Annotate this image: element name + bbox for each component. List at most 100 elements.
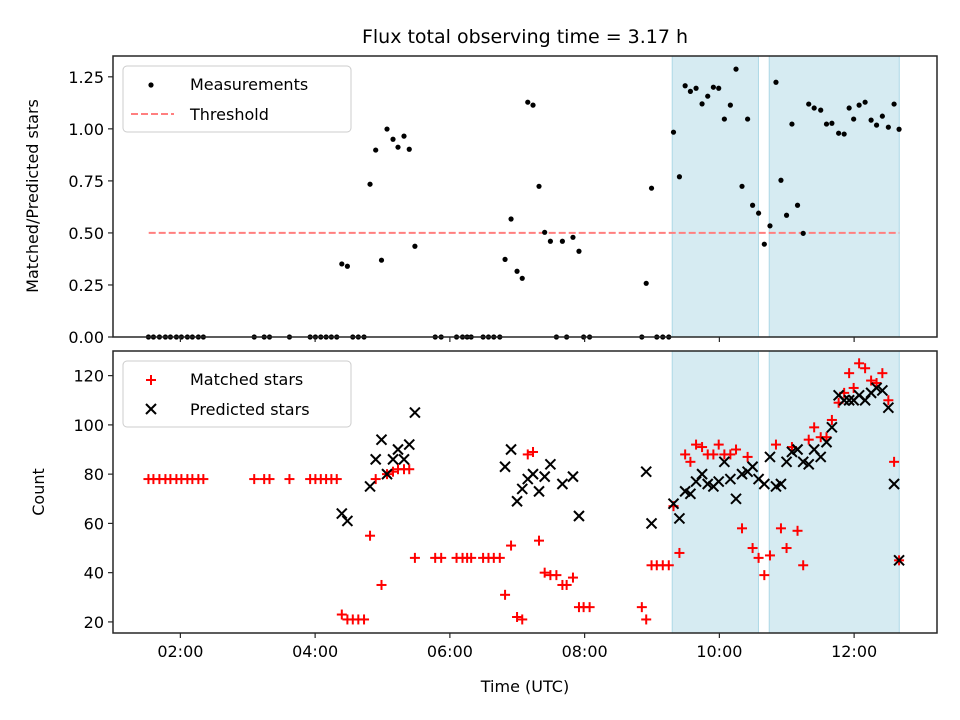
matched-star-point xyxy=(798,560,809,571)
matched-star-point xyxy=(691,439,702,450)
y-tick-label: 0.50 xyxy=(68,224,104,243)
measurement-point xyxy=(367,181,373,187)
measurement-point xyxy=(687,88,694,94)
measurement-point xyxy=(390,136,396,142)
measurement-point xyxy=(339,261,345,267)
y-tick-label: 100 xyxy=(73,416,104,435)
matched-star-point xyxy=(249,474,260,485)
predicted-star-point xyxy=(516,483,528,495)
matched-star-point xyxy=(512,611,523,622)
measurement-point xyxy=(508,216,514,222)
x-b xyxy=(702,478,714,490)
x-tick-label: 12:00 xyxy=(831,642,877,661)
x-tick-label: 08:00 xyxy=(562,642,608,661)
predicted-star-point xyxy=(775,478,787,490)
predicted-star-point xyxy=(718,456,731,468)
legend-plus-icon xyxy=(146,375,156,385)
matched-star-point xyxy=(725,449,736,460)
matched-star-point xyxy=(264,474,275,485)
x-b xyxy=(882,401,895,414)
predicted-star-point xyxy=(403,438,415,451)
predicted-star-point xyxy=(538,470,551,483)
x-b xyxy=(409,406,421,419)
x-b xyxy=(573,510,585,522)
predicted-star-point xyxy=(364,480,376,493)
x-b xyxy=(403,438,415,451)
matched-star-point xyxy=(506,540,517,551)
x-tick-label: 04:00 xyxy=(292,642,338,661)
measurement-point xyxy=(873,122,880,128)
matched-star-point xyxy=(708,449,719,460)
x-b xyxy=(387,453,399,466)
measurement-point xyxy=(896,126,902,132)
x-b xyxy=(645,517,658,530)
predicted-star-point xyxy=(505,443,517,456)
count-points xyxy=(143,358,905,625)
x-b xyxy=(499,461,511,473)
x-b xyxy=(381,468,393,480)
matched-star-point xyxy=(331,474,342,485)
measurement-point xyxy=(773,79,779,85)
predicted-star-point xyxy=(724,473,737,485)
predicted-star-point xyxy=(820,436,833,448)
matched-star-point xyxy=(854,358,865,369)
matched-star-point xyxy=(889,456,900,467)
matched-star-point xyxy=(522,449,533,460)
predicted-star-point xyxy=(556,478,569,490)
measurement-point xyxy=(811,105,817,111)
ratio-legend: Measurements Threshold xyxy=(122,65,352,133)
x-b xyxy=(398,453,410,466)
measurement-point xyxy=(412,243,418,249)
x-b xyxy=(815,451,827,463)
x-b xyxy=(511,495,523,507)
x-b xyxy=(752,473,765,485)
measurement-point xyxy=(542,229,548,235)
x-b xyxy=(888,478,900,490)
predicted-star-point xyxy=(746,461,759,473)
x-b xyxy=(791,443,804,456)
matched-star-point xyxy=(409,552,420,563)
matched-star-point xyxy=(517,614,528,625)
x-b xyxy=(764,451,776,463)
x-tick-label: 10:00 xyxy=(696,642,742,661)
predicted-star-point xyxy=(640,465,652,478)
x-b xyxy=(780,456,793,468)
matched-star-point xyxy=(359,614,370,625)
measurement-point xyxy=(806,101,812,107)
chart-title: Flux total observing time = 3.17 h xyxy=(362,26,688,48)
measurement-point xyxy=(716,85,722,91)
measurement-point xyxy=(739,183,745,189)
legend-label-threshold: Threshold xyxy=(189,105,269,124)
x-b xyxy=(679,485,691,498)
x-b xyxy=(527,468,539,480)
measurement-point xyxy=(648,185,655,191)
predicted-star-point xyxy=(780,456,793,468)
measurement-point xyxy=(721,116,727,122)
matched-star-point xyxy=(365,530,376,541)
matched-star-point xyxy=(770,439,781,450)
measurement-point xyxy=(755,210,762,216)
x-b xyxy=(375,433,388,446)
predicted-star-point xyxy=(375,433,388,446)
measurement-point xyxy=(373,147,379,153)
count-panel: 20 40 60 80 100 120 02:00 04:00 06:00 08:00 10:00 1… xyxy=(29,350,938,696)
matched-star-point xyxy=(500,589,511,600)
predicted-star-point xyxy=(369,453,382,466)
measurement-point xyxy=(705,93,711,99)
axes-frame xyxy=(112,350,938,634)
measurement-point xyxy=(778,177,784,183)
matched-star-point xyxy=(567,572,578,583)
y-tick-label: 60 xyxy=(84,514,104,533)
measurement-point xyxy=(502,256,508,262)
x-b xyxy=(505,443,517,456)
predicted-star-point xyxy=(645,517,658,530)
matched-star-point xyxy=(584,602,595,613)
x-b xyxy=(567,470,579,483)
predicted-star-point xyxy=(712,475,725,488)
predicted-star-point xyxy=(730,493,742,505)
measurement-point xyxy=(514,268,520,274)
x-b xyxy=(876,384,889,397)
measurement-point xyxy=(395,144,401,150)
x-b xyxy=(336,507,348,520)
x-b xyxy=(684,488,697,500)
